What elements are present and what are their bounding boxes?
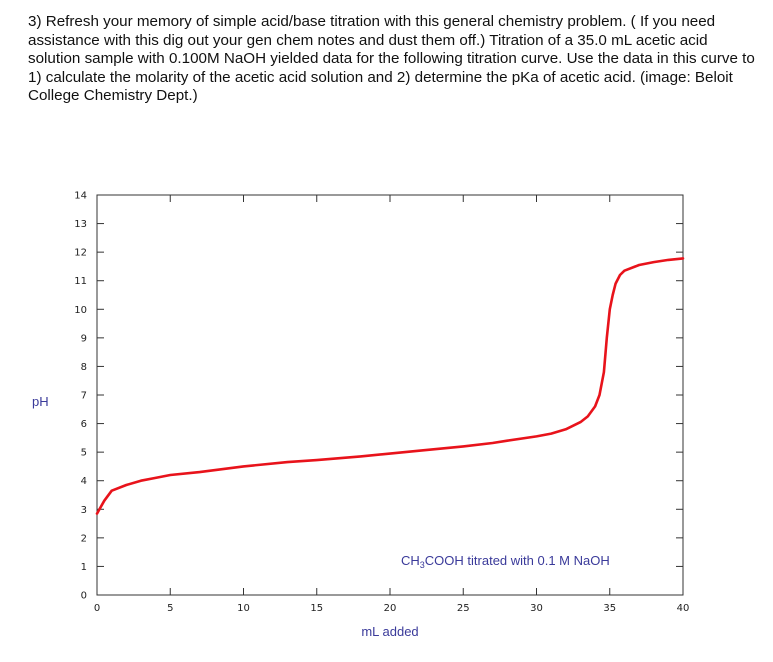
x-tick-label: 30 [530,603,543,614]
y-tick-label: 11 [74,276,87,287]
y-tick-label: 9 [81,333,87,344]
x-tick-label: 20 [384,603,397,614]
y-tick-label: 8 [81,362,87,373]
x-tick-label: 5 [167,603,173,614]
x-tick-label: 15 [310,603,323,614]
annotation-subscript: 3 [420,560,425,570]
x-ticks [96,195,684,595]
question-text: 3) Refresh your memory of simple acid/ba… [28,13,755,104]
annotation-suffix: COOH titrated with 0.1 M NaOH [425,553,610,568]
plot-frame [96,194,684,596]
chart-annotation: CH3COOH titrated with 0.1 M NaOH [401,553,610,570]
y-tick-label: 6 [81,419,87,430]
x-tick-labels: 0 5 10 15 20 25 30 35 40 [94,603,690,614]
x-tick-label: 10 [237,603,250,614]
x-axis-label: mL added [361,624,418,639]
y-axis-label: pH [32,394,49,409]
y-tick-label: 5 [81,448,87,459]
x-tick-label: 40 [677,603,690,614]
y-tick-label: 13 [74,219,87,230]
x-tick-label: 25 [457,603,470,614]
y-tick-label: 1 [81,562,87,573]
annotation-prefix: CH [401,553,420,568]
y-tick-label: 0 [81,591,87,602]
y-tick-label: 2 [81,533,87,544]
y-tick-label: 7 [81,391,87,402]
y-tick-label: 3 [81,505,87,516]
titration-curve [95,257,685,515]
y-tick-label: 14 [74,191,87,202]
x-tick-label: 0 [94,603,100,614]
y-tick-label: 10 [74,305,87,316]
y-tick-label: 12 [74,248,87,259]
x-tick-label: 35 [603,603,616,614]
y-tick-label: 4 [81,476,87,487]
y-ticks [97,194,683,596]
